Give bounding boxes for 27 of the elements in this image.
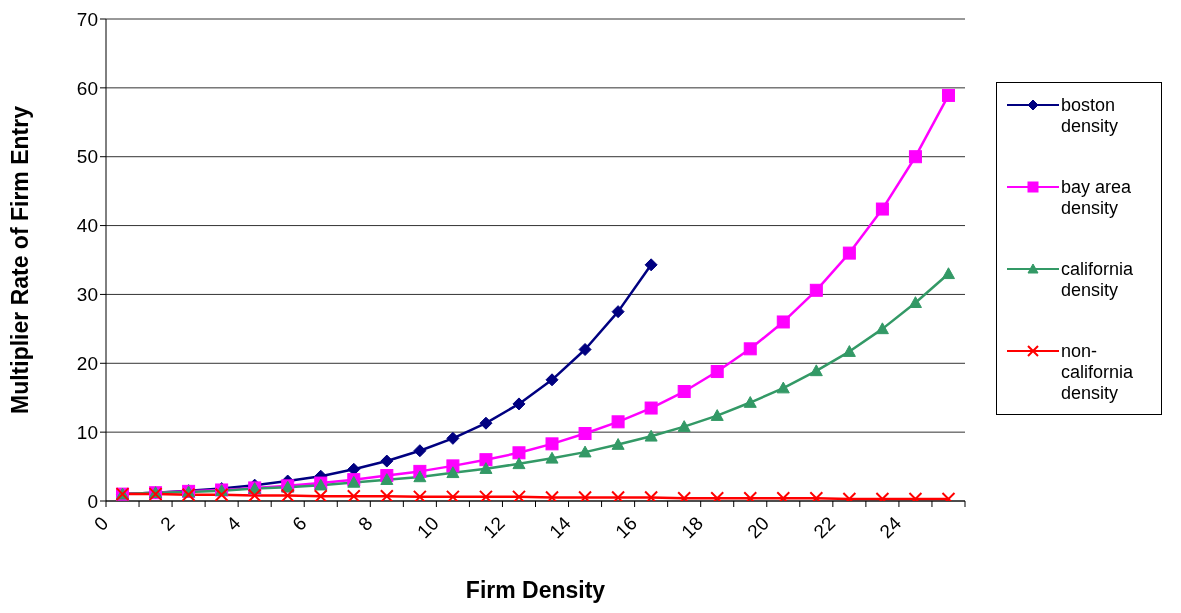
y-axis-title: Multiplier Rate of Firm Entry <box>7 105 34 414</box>
legend-label: california density <box>1061 259 1135 301</box>
y-tick-label: 0 <box>87 490 98 512</box>
x-tick-label: 0 <box>90 512 113 535</box>
x-tick-label: 10 <box>412 512 443 543</box>
y-tick-label: 70 <box>76 8 98 30</box>
x-tick-label: 24 <box>875 512 906 543</box>
x-tick-label: 12 <box>479 512 509 543</box>
legend-label: boston density <box>1061 95 1120 137</box>
x-tick-label: 4 <box>222 512 245 535</box>
y-tick-label: 40 <box>76 215 98 237</box>
y-tick-label: 20 <box>76 353 98 375</box>
x-tick-label: 14 <box>545 512 576 543</box>
y-tick-label: 50 <box>76 146 98 168</box>
y-tick-label: 60 <box>76 77 98 99</box>
x-tick-label: 8 <box>354 512 377 535</box>
y-tick-label: 10 <box>76 421 98 443</box>
x-tick-label: 2 <box>156 512 179 535</box>
x-axis-title: Firm Density <box>465 577 606 603</box>
x-tick-label: 16 <box>611 512 641 543</box>
legend-label: bay area density <box>1061 177 1133 219</box>
legend-label: non-california density <box>1061 341 1135 404</box>
x-tick-label: 18 <box>677 512 708 543</box>
x-tick-label: 6 <box>288 512 311 535</box>
x-tick-label: 20 <box>743 512 774 543</box>
x-tick-label: 22 <box>809 512 840 543</box>
y-tick-label: 30 <box>76 284 98 306</box>
